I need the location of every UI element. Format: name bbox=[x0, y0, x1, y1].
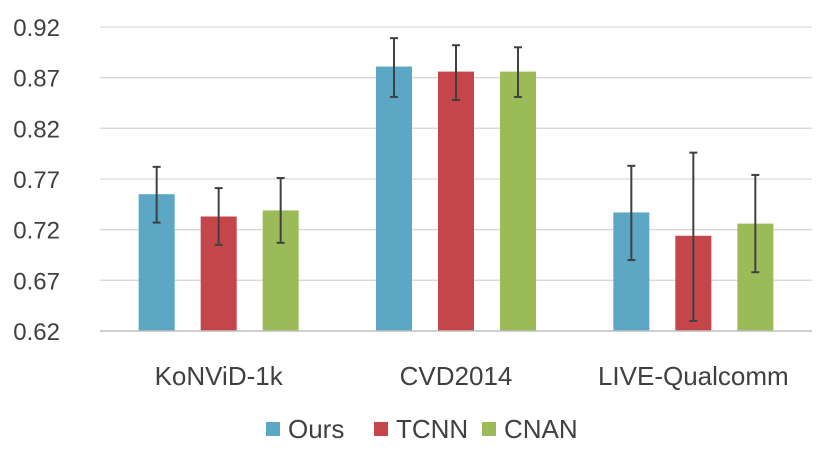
error-bar bbox=[214, 187, 223, 246]
legend-swatch bbox=[266, 422, 280, 436]
legend: Ours TCNN CNAN bbox=[266, 414, 578, 444]
error-bar bbox=[751, 173, 760, 274]
x-category-label: CVD2014 bbox=[400, 361, 513, 391]
legend-label: CNAN bbox=[504, 414, 578, 444]
error-bars bbox=[152, 37, 760, 322]
legend-item-tcnn: TCNN bbox=[374, 414, 468, 444]
error-bar bbox=[390, 37, 398, 98]
x-category-label: KoNViD-1k bbox=[155, 361, 284, 391]
y-tick-label: 0.92 bbox=[13, 15, 60, 42]
legend-label: Ours bbox=[288, 414, 344, 444]
y-tick-label: 0.62 bbox=[13, 319, 60, 346]
y-axis-tick-labels: 0.92 0.87 0.82 0.77 0.72 0.67 0.62 bbox=[13, 15, 60, 346]
legend-swatch bbox=[482, 422, 496, 436]
y-tick-label: 0.87 bbox=[13, 66, 60, 93]
bars bbox=[138, 66, 774, 332]
x-category-label: LIVE-Qualcomm bbox=[598, 361, 789, 391]
legend-item-cnan: CNAN bbox=[482, 414, 578, 444]
error-bar bbox=[152, 165, 161, 224]
y-tick-label: 0.77 bbox=[13, 167, 60, 194]
error-bar bbox=[452, 44, 460, 101]
legend-swatch bbox=[374, 422, 388, 436]
legend-label: TCNN bbox=[396, 414, 468, 444]
error-bar bbox=[627, 164, 636, 262]
y-tick-label: 0.67 bbox=[13, 268, 60, 295]
bar-ours-cvd2014 bbox=[376, 66, 412, 332]
error-bar bbox=[276, 176, 285, 244]
legend-item-ours: Ours bbox=[266, 414, 344, 444]
bar-tcnn-cvd2014 bbox=[438, 71, 474, 331]
error-bar bbox=[514, 46, 522, 98]
error-bar bbox=[689, 151, 698, 322]
y-tick-label: 0.72 bbox=[13, 218, 60, 245]
bar-cnan-cvd2014 bbox=[500, 71, 536, 331]
x-axis-category-labels: KoNViD-1k CVD2014 LIVE-Qualcomm bbox=[155, 361, 789, 391]
y-tick-label: 0.82 bbox=[13, 116, 60, 143]
